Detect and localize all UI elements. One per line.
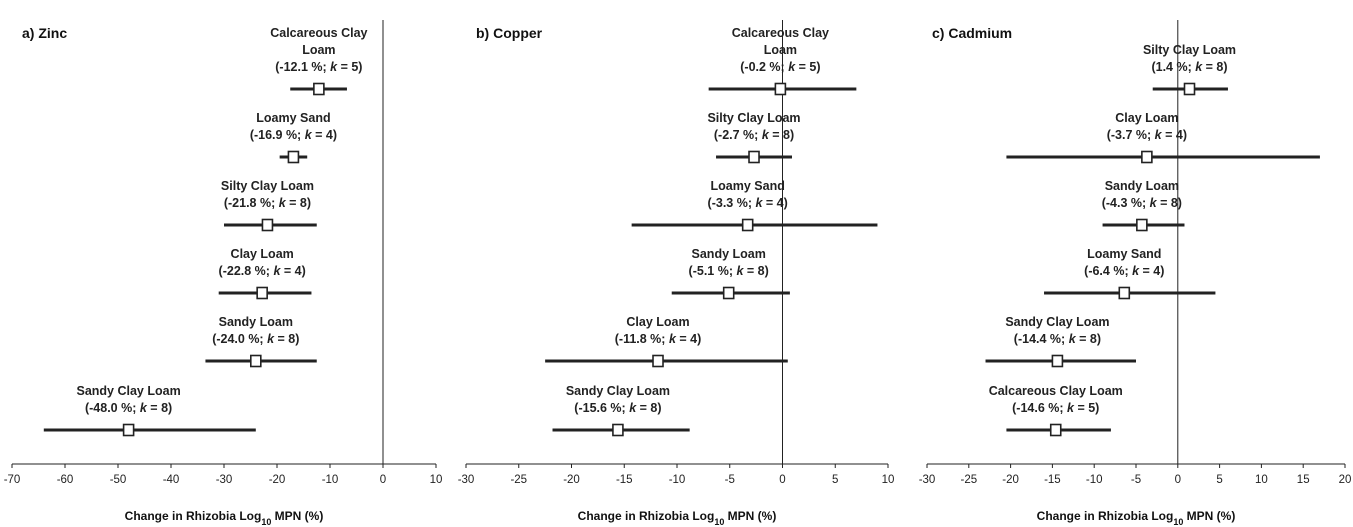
point-estimate [774,82,787,96]
study-label: Calcareous Clay Loam [989,384,1123,398]
point-estimate [1183,82,1196,96]
study-stat: (-2.7 %; k = 8) [714,128,794,142]
panel-title: a) Zinc [22,25,67,41]
x-tick-label: 20 [1339,474,1352,486]
x-tick-label: -50 [110,474,127,486]
x-tick-label: -15 [1044,474,1061,486]
study-label: Calcareous Clay [270,26,367,40]
x-tick-label: -15 [616,474,633,486]
study-stat: (-3.3 %; k = 4) [708,196,788,210]
study-stat: (-22.8 %; k = 4) [219,264,306,278]
point-estimate [748,150,760,164]
x-tick-label: -25 [510,474,527,486]
study-stat: (1.4 %; k = 8) [1151,60,1227,74]
x-tick-label: -10 [322,474,339,486]
study-label: Sandy Loam [1105,179,1179,193]
x-tick-label: -5 [1131,474,1141,486]
x-tick-label: 10 [1255,474,1268,486]
x-tick-label: 5 [1216,474,1222,486]
study-stat: (-14.6 %; k = 5) [1012,401,1099,415]
study-label: Sandy Clay Loam [566,384,670,398]
point-estimate [612,423,624,437]
point-estimate [261,218,274,232]
study-label: Silty Clay Loam [707,111,800,125]
study-stat: (-4.3 %; k = 8) [1102,196,1182,210]
study-stat: (-3.7 %; k = 4) [1107,128,1187,142]
x-tick-label: 10 [882,474,895,486]
study-label: Sandy Loam [692,247,766,261]
x-tick-label: -40 [163,474,180,486]
study-label: Clay Loam [231,247,294,261]
point-estimate [1136,218,1148,232]
x-tick-label: -20 [1002,474,1019,486]
x-tick-label: 15 [1297,474,1310,486]
study-stat: (-24.0 %; k = 8) [212,332,299,346]
point-estimate [313,82,325,96]
x-tick-label: -70 [4,474,21,486]
study-label: Clay Loam [626,315,689,329]
x-tick-label: -5 [725,474,735,486]
x-axis-title: Change in Rhizobia Log10 MPN (%) [125,509,324,527]
point-estimate [741,218,754,232]
study-label: Silty Clay Loam [221,179,314,193]
x-tick-label: -20 [269,474,286,486]
study-label: Loamy Sand [1087,247,1161,261]
point-estimate [652,354,664,368]
point-estimate [256,286,268,300]
x-tick-label: 0 [779,474,785,486]
x-tick-label: -30 [458,474,475,486]
x-tick-label: 0 [380,474,386,486]
study-label: Sandy Clay Loam [1005,315,1109,329]
x-tick-label: -10 [1086,474,1103,486]
x-tick-label: -30 [919,474,936,486]
x-tick-label: 5 [832,474,838,486]
study-label: Silty Clay Loam [1143,43,1236,57]
panel-1: a) Zinc -70 -60 -50 -40 -30 -20 -10 0 10 Change in… [4,20,443,527]
study-label: Calcareous Clay [732,26,829,40]
point-estimate [1118,286,1131,300]
point-estimate [1141,150,1153,164]
point-estimate [722,286,735,300]
x-axis-title: Change in Rhizobia Log10 MPN (%) [578,509,777,527]
study-stat: (-21.8 %; k = 8) [224,196,311,210]
x-tick-label: -10 [669,474,686,486]
point-estimate [250,354,262,368]
study-stat: (-14.4 %; k = 8) [1014,332,1101,346]
x-tick-label: -30 [216,474,233,486]
study-label: Loamy Sand [711,179,785,193]
study-label: Clay Loam [1115,111,1178,125]
x-tick-label: -25 [960,474,977,486]
point-estimate [122,423,135,437]
panel-title: b) Copper [476,25,543,41]
x-tick-label: 0 [1175,474,1181,486]
study-label: Loam [302,43,335,57]
x-tick-label: -20 [563,474,580,486]
x-axis-title: Change in Rhizobia Log10 MPN (%) [1037,509,1236,527]
x-tick-label: -60 [57,474,74,486]
point-estimate [287,150,300,164]
study-stat: (-11.8 %; k = 4) [615,332,702,346]
study-stat: (-0.2 %; k = 5) [740,60,820,74]
point-estimate [1051,354,1064,368]
study-stat: (-5.1 %; k = 8) [689,264,769,278]
panel-title: c) Cadmium [932,25,1012,41]
x-tick-label: 10 [430,474,443,486]
study-stat: (-16.9 %; k = 4) [250,128,337,142]
study-label: Loamy Sand [256,111,330,125]
study-label: Sandy Loam [219,315,293,329]
point-estimate [1049,423,1062,437]
study-stat: (-12.1 %; k = 5) [275,60,362,74]
study-label: Loam [764,43,797,57]
panel-3: c) Cadmium -30 -25 -20 -15 -10 -5 0 5 10 15 20 Chang… [919,20,1352,527]
study-stat: (-6.4 %; k = 4) [1084,264,1164,278]
study-stat: (-15.6 %; k = 8) [574,401,661,415]
panel-2: b) Copper -30 -25 -20 -15 -10 -5 0 5 10 Change in … [458,20,895,527]
study-stat: (-48.0 %; k = 8) [85,401,172,415]
study-label: Sandy Clay Loam [76,384,180,398]
